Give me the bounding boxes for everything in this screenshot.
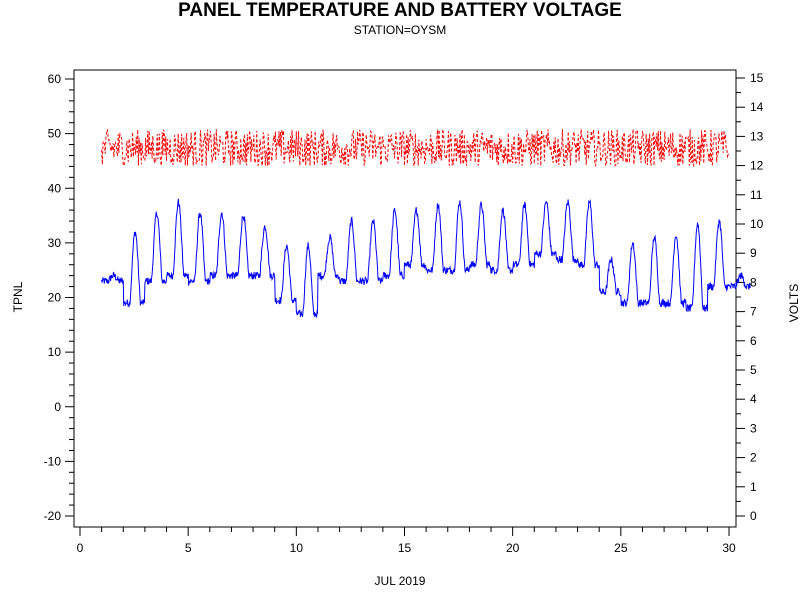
y-right-tick-label: 14 xyxy=(750,100,764,114)
y-right-tick-label: 12 xyxy=(750,159,764,173)
y-left-tick-label: 20 xyxy=(48,291,62,305)
x-tick-label: 30 xyxy=(722,541,736,555)
y-right-tick-label: 6 xyxy=(750,334,757,348)
y-right-tick-label: 10 xyxy=(750,217,764,231)
y-right-tick-label: 5 xyxy=(750,363,757,377)
y-left-tick-label: -20 xyxy=(44,509,62,523)
chart-title: PANEL TEMPERATURE AND BATTERY VOLTAGE xyxy=(178,0,622,21)
axes xyxy=(65,69,745,536)
y-right-tick-label: 9 xyxy=(750,246,757,260)
y-axis-label-left: TPNL xyxy=(11,281,25,313)
x-tick-label: 20 xyxy=(506,541,520,555)
volts-line xyxy=(101,129,729,167)
y-right-tick-label: 0 xyxy=(750,509,757,523)
x-axis-label: JUL 2019 xyxy=(374,574,426,588)
y-right-tick-label: 8 xyxy=(750,275,757,289)
y-right-tick-label: 4 xyxy=(750,392,757,406)
x-tick-label: 10 xyxy=(290,541,304,555)
tpnl-line xyxy=(101,198,751,318)
y-right-tick-label: 13 xyxy=(750,129,764,143)
y-right-tick-label: 2 xyxy=(750,451,757,465)
y-left-tick-label: 60 xyxy=(48,72,62,86)
tick-labels: 0 5 10 15 20 25 30-20-100102030405060012345678… xyxy=(44,71,764,555)
plot-frame xyxy=(73,69,737,528)
series-volts xyxy=(101,129,729,167)
x-tick-label: 25 xyxy=(614,541,628,555)
y-left-tick-label: 10 xyxy=(48,345,62,359)
y-right-tick-label: 3 xyxy=(750,421,757,435)
x-tick-label: 15 xyxy=(398,541,412,555)
y-right-tick-label: 7 xyxy=(750,305,757,319)
y-left-tick-label: 50 xyxy=(48,127,62,141)
y-right-tick-label: 15 xyxy=(750,71,764,85)
y-left-tick-label: -10 xyxy=(44,454,62,468)
y-right-tick-label: 1 xyxy=(750,480,757,494)
y-left-tick-label: 0 xyxy=(54,400,61,414)
x-tick-label: 0 xyxy=(77,541,84,555)
y-right-tick-label: 11 xyxy=(750,188,763,202)
x-tick-label: 5 xyxy=(185,541,192,555)
series-tpnl xyxy=(101,198,751,318)
y-left-tick-label: 40 xyxy=(48,181,62,195)
chart-subtitle: STATION=OYSM xyxy=(353,23,447,37)
y-axis-label-right: VOLTS xyxy=(787,283,800,323)
y-left-tick-label: 30 xyxy=(48,236,62,250)
